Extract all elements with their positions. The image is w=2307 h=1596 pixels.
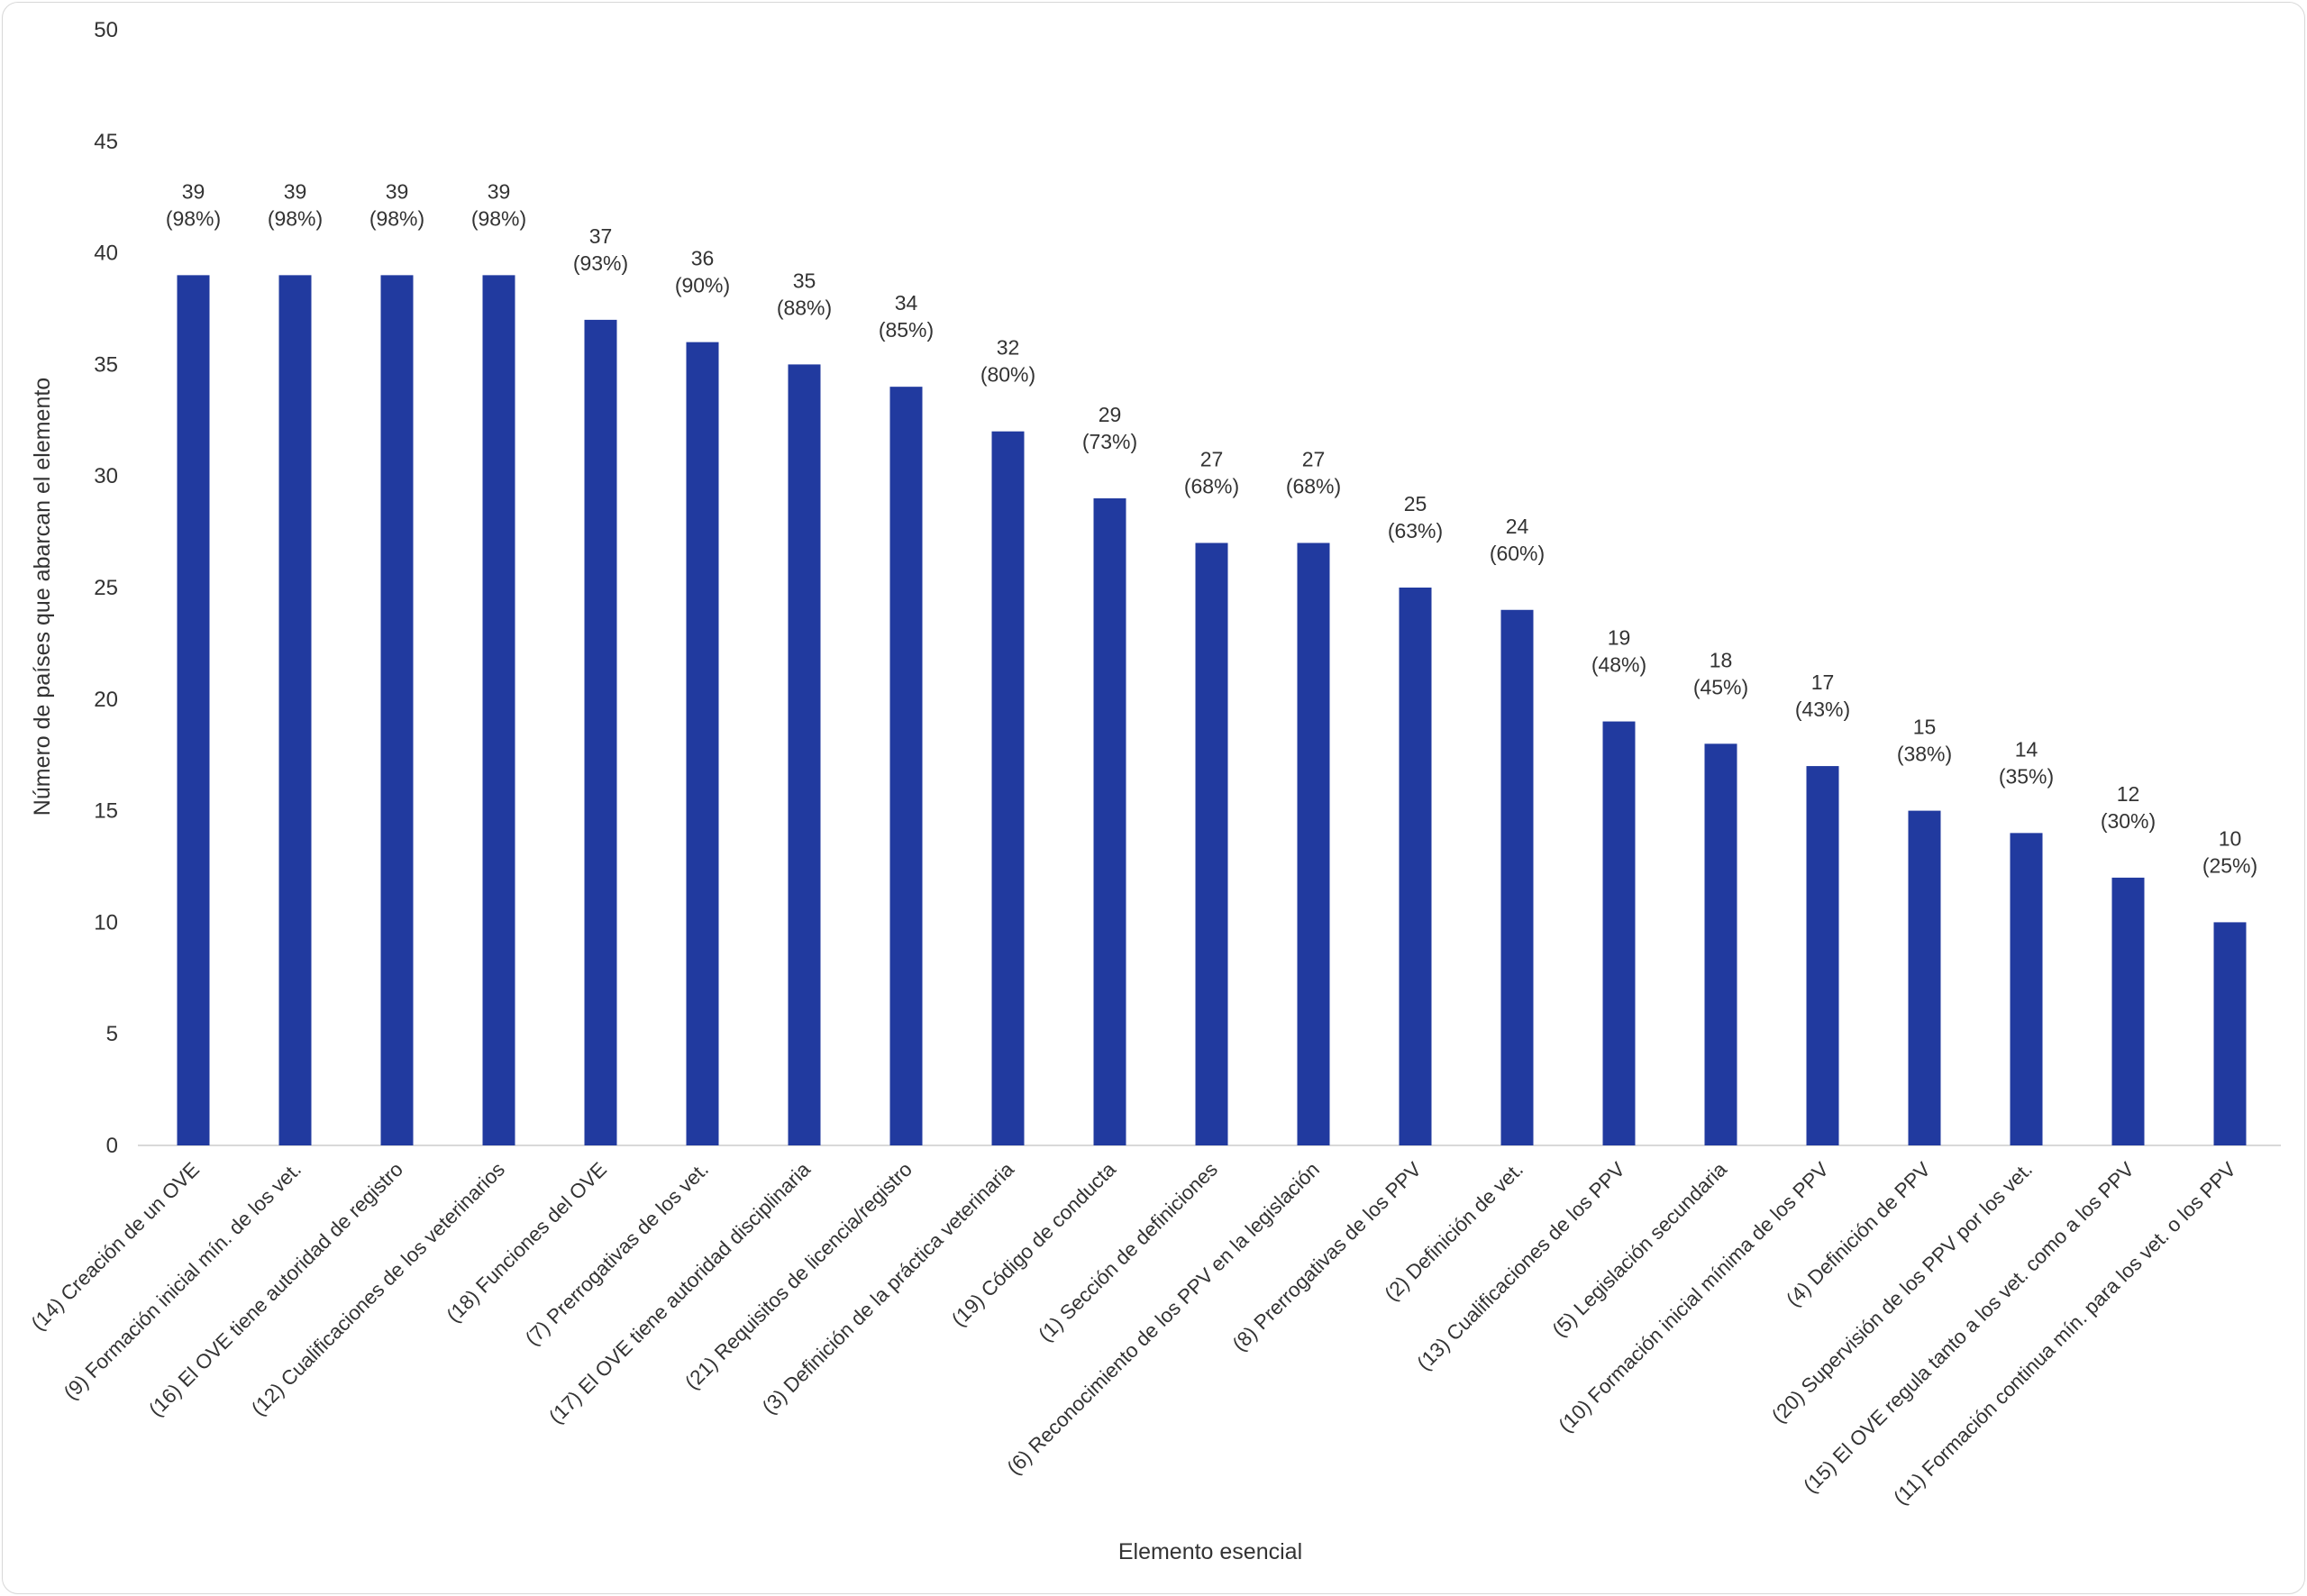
category-label: (8) Prerrogativas de los PPV [1228, 1158, 1426, 1355]
data-label-percent: (98%) [166, 206, 221, 230]
bar [889, 387, 923, 1145]
data-label-percent: (60%) [1490, 542, 1545, 565]
data-label-value: 39 [182, 179, 205, 203]
bar [686, 342, 719, 1145]
bar [1704, 743, 1737, 1145]
bar [278, 275, 312, 1145]
data-label-value: 27 [1200, 447, 1224, 470]
y-tick-label: 35 [94, 352, 118, 377]
bar [1602, 721, 1636, 1145]
bar [2010, 833, 2043, 1145]
y-axis-title: Número de países que abarcan el elemento [30, 378, 55, 816]
y-tick-label: 30 [94, 464, 118, 488]
x-axis-title: Elemento esencial [1118, 1539, 1302, 1564]
data-label-percent: (68%) [1286, 474, 1341, 497]
y-tick-label: 45 [94, 130, 118, 154]
data-label-value: 35 [793, 269, 816, 292]
data-label-value: 10 [2219, 826, 2242, 850]
data-label-percent: (98%) [369, 206, 424, 230]
y-tick-label: 15 [94, 799, 118, 824]
data-label-value: 32 [997, 336, 1020, 360]
category-label: (11) Formación continua mín. para los ve… [1889, 1158, 2240, 1509]
bar [1806, 766, 1839, 1145]
data-label-percent: (35%) [1999, 764, 2054, 788]
bar-chart: 0 5 10 15 20 25 30 35 40 45 50 39 (98%) 39 (98%) 39 (98… [27, 18, 2281, 1564]
category-label: (14) Creación de un OVE [27, 1158, 204, 1335]
data-label-percent: (43%) [1795, 698, 1850, 721]
y-tick-label: 5 [106, 1022, 118, 1046]
data-label-value: 39 [488, 179, 511, 203]
data-label-percent: (98%) [268, 206, 323, 230]
bar [1297, 543, 1330, 1145]
data-label-value: 34 [895, 291, 918, 315]
data-label-value: 25 [1404, 492, 1427, 515]
bar [1195, 543, 1228, 1145]
data-label-percent: (88%) [777, 296, 832, 319]
data-label-value: 29 [1099, 403, 1122, 426]
bar [2111, 877, 2145, 1145]
category-label: (19) Código de conducta [947, 1158, 1120, 1331]
category-labels-group: (14) Creación de un OVE(9) Formación ini… [27, 1158, 2240, 1509]
bars-group [177, 275, 2247, 1145]
data-label-percent: (80%) [980, 363, 1035, 387]
data-label-percent: (98%) [471, 206, 526, 230]
y-tick-label: 20 [94, 688, 118, 712]
category-label: (7) Prerrogativas de los vet. [521, 1158, 713, 1350]
bar [1500, 609, 1534, 1145]
data-label-value: 39 [386, 179, 409, 203]
data-label-percent: (85%) [879, 318, 934, 342]
data-label-percent: (45%) [1693, 675, 1748, 698]
data-label-percent: (68%) [1184, 474, 1239, 497]
data-label-percent: (38%) [1897, 743, 1952, 766]
data-label-value: 17 [1811, 670, 1835, 694]
category-label: (13) Cualificaciones de los PPV [1413, 1158, 1630, 1375]
data-label-percent: (25%) [2202, 853, 2257, 877]
y-tick-label: 25 [94, 576, 118, 600]
y-tick-label: 50 [94, 18, 118, 42]
y-tick-label: 0 [106, 1134, 118, 1158]
bar [1908, 810, 1941, 1145]
data-label-value: 12 [2117, 782, 2140, 806]
category-label: (5) Legislación secundaria [1548, 1158, 1732, 1342]
data-label-percent: (93%) [573, 251, 628, 275]
data-label-value: 27 [1302, 447, 1326, 470]
y-axis-ticks: 0 5 10 15 20 25 30 35 40 45 50 [94, 18, 118, 1158]
data-label-percent: (48%) [1591, 653, 1646, 677]
data-labels-group: 39 (98%) 39 (98%) 39 (98%) 39 (98%) 37 (93%) 36 (90… [166, 179, 2257, 877]
data-label-value: 15 [1913, 716, 1937, 739]
bar [788, 364, 821, 1145]
data-label-value: 14 [2015, 737, 2038, 761]
y-tick-label: 40 [94, 242, 118, 266]
bar [1399, 588, 1432, 1145]
data-label-value: 24 [1506, 515, 1529, 538]
data-label-value: 19 [1608, 626, 1631, 650]
data-label-value: 37 [589, 224, 613, 248]
data-label-percent: (90%) [675, 274, 730, 297]
y-tick-label: 10 [94, 910, 118, 935]
bar [482, 275, 515, 1145]
bar [2213, 922, 2247, 1145]
bar [991, 431, 1025, 1145]
category-label: (1) Sección de definiciones [1034, 1158, 1222, 1346]
bar [1093, 497, 1126, 1145]
data-label-percent: (30%) [2101, 809, 2156, 833]
bar [380, 275, 414, 1145]
bar [177, 275, 210, 1145]
bar [584, 319, 617, 1145]
data-label-value: 18 [1710, 648, 1733, 671]
category-label: (21) Requisitos de licencia/registro [680, 1158, 916, 1394]
data-label-percent: (73%) [1082, 430, 1137, 453]
data-label-percent: (63%) [1388, 519, 1443, 543]
data-label-value: 39 [284, 179, 307, 203]
data-label-value: 36 [691, 247, 715, 270]
